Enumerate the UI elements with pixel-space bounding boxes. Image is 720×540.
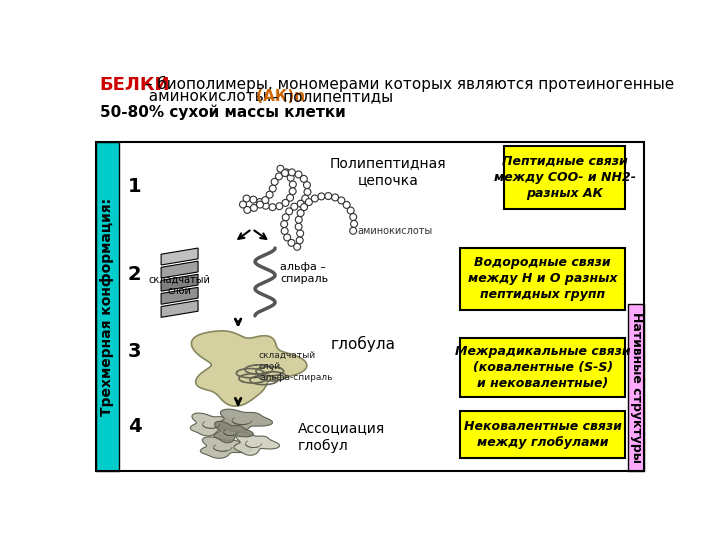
Circle shape (347, 207, 354, 214)
Circle shape (294, 244, 301, 250)
Circle shape (262, 202, 269, 209)
Text: альфа –
спираль: альфа – спираль (281, 262, 328, 284)
Circle shape (269, 204, 276, 211)
Circle shape (256, 199, 264, 206)
Circle shape (332, 194, 338, 201)
Circle shape (288, 239, 295, 246)
Circle shape (300, 176, 307, 183)
Text: Ассоциация
глобул: Ассоциация глобул (298, 421, 385, 453)
Circle shape (282, 214, 289, 221)
Polygon shape (200, 437, 252, 458)
Text: Полипептидная
цепочка: Полипептидная цепочка (330, 156, 446, 187)
Text: Пептидные связи
между СОО- и NH2-
разных АК: Пептидные связи между СОО- и NH2- разных… (494, 155, 636, 200)
Polygon shape (161, 261, 198, 278)
Polygon shape (161, 300, 198, 318)
Circle shape (325, 193, 332, 200)
Circle shape (289, 188, 296, 195)
Text: 1: 1 (128, 177, 142, 196)
Circle shape (350, 227, 356, 234)
Circle shape (284, 234, 291, 241)
Circle shape (295, 217, 302, 223)
Circle shape (240, 201, 246, 208)
Text: складчатый
слой: складчатый слой (148, 274, 210, 296)
Circle shape (305, 199, 312, 206)
Circle shape (286, 208, 293, 215)
Circle shape (262, 197, 269, 204)
Circle shape (351, 220, 358, 227)
Circle shape (289, 181, 297, 188)
Text: Нативные структуры: Нативные структуры (630, 312, 643, 463)
FancyBboxPatch shape (96, 142, 119, 471)
FancyBboxPatch shape (629, 303, 644, 471)
Text: БЕЛКИ: БЕЛКИ (99, 76, 170, 93)
Polygon shape (161, 287, 198, 304)
Circle shape (289, 169, 295, 176)
Circle shape (343, 201, 350, 208)
Text: (АК)n: (АК)n (209, 90, 305, 104)
Circle shape (251, 205, 258, 211)
Circle shape (266, 191, 273, 198)
Circle shape (271, 178, 278, 185)
Text: - альфа-спираль: - альфа-спираль (253, 373, 332, 382)
Circle shape (350, 213, 356, 220)
Circle shape (287, 194, 294, 201)
Circle shape (295, 171, 302, 178)
Circle shape (304, 188, 311, 195)
Polygon shape (214, 421, 253, 443)
Circle shape (269, 185, 276, 192)
Circle shape (276, 173, 282, 180)
Polygon shape (192, 331, 307, 406)
Circle shape (297, 210, 304, 217)
Text: Трехмерная конформация:: Трехмерная конформация: (100, 198, 114, 416)
Circle shape (256, 201, 264, 208)
FancyBboxPatch shape (460, 411, 626, 457)
Text: - полипептиды: - полипептиды (263, 90, 393, 104)
Circle shape (304, 181, 310, 188)
Circle shape (282, 170, 289, 177)
Circle shape (282, 227, 288, 234)
Circle shape (296, 237, 303, 244)
FancyBboxPatch shape (460, 338, 626, 397)
Circle shape (281, 221, 287, 227)
Circle shape (302, 195, 309, 202)
Text: Нековалентные связи
между глобулами: Нековалентные связи между глобулами (464, 420, 621, 449)
Polygon shape (190, 413, 238, 436)
Circle shape (287, 174, 294, 181)
Circle shape (295, 223, 302, 230)
Circle shape (277, 165, 284, 172)
Text: аминокислоты: аминокислоты (357, 226, 432, 236)
Polygon shape (218, 409, 272, 432)
Circle shape (244, 206, 251, 213)
Circle shape (250, 196, 257, 203)
Polygon shape (161, 248, 198, 265)
Text: аминокислоты.: аминокислоты. (99, 90, 271, 104)
Text: Межрадикальные связи
(ковалентные (S-S)
и нековалентные): Межрадикальные связи (ковалентные (S-S) … (455, 345, 631, 390)
Text: складчатый
слой: складчатый слой (259, 351, 316, 370)
Circle shape (300, 204, 307, 211)
Circle shape (291, 203, 298, 210)
Polygon shape (161, 274, 198, 291)
FancyBboxPatch shape (504, 146, 626, 209)
Text: Водородные связи
между Н и О разных
пептидных групп: Водородные связи между Н и О разных пепт… (468, 256, 617, 301)
Circle shape (282, 199, 289, 206)
Circle shape (297, 230, 304, 237)
Polygon shape (234, 432, 279, 455)
Text: – биополимеры, мономерами которых являются протеиногенные: – биополимеры, мономерами которых являют… (140, 76, 675, 92)
Circle shape (243, 195, 250, 202)
Text: глобула: глобула (330, 336, 395, 352)
Text: 4: 4 (128, 417, 142, 436)
FancyBboxPatch shape (460, 248, 626, 309)
Circle shape (283, 169, 290, 176)
Circle shape (311, 195, 318, 202)
Text: 50-80% сухой массы клетки: 50-80% сухой массы клетки (99, 105, 346, 120)
Text: 3: 3 (128, 342, 142, 361)
Circle shape (297, 200, 304, 207)
Circle shape (338, 197, 345, 204)
Circle shape (276, 202, 283, 210)
Circle shape (318, 193, 325, 200)
Text: 2: 2 (128, 265, 142, 284)
